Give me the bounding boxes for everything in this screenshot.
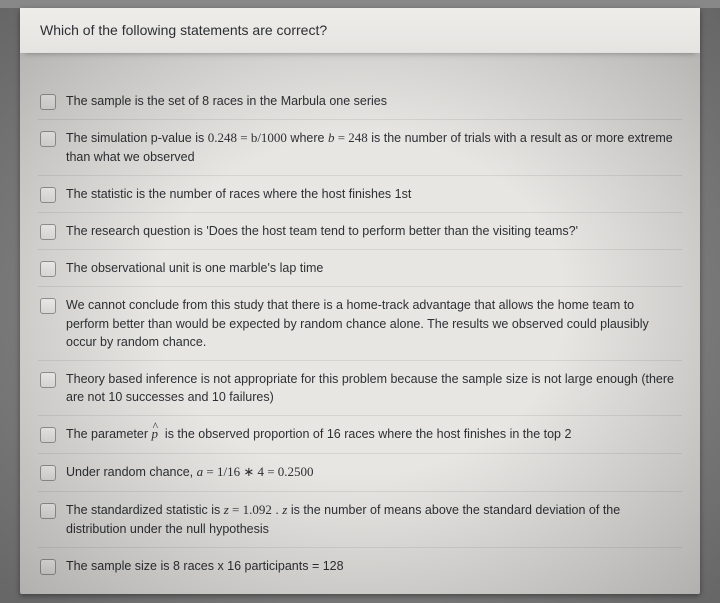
- option-row[interactable]: The simulation p-value is 0.248 = b/1000…: [38, 119, 682, 175]
- checkbox-icon[interactable]: [40, 298, 56, 314]
- option-row[interactable]: The sample size is 8 races x 16 particip…: [38, 547, 682, 584]
- option-label: The observational unit is one marble's l…: [66, 259, 678, 277]
- option-label: The simulation p-value is 0.248 = b/1000…: [66, 129, 678, 166]
- option-label: The sample is the set of 8 races in the …: [66, 92, 678, 110]
- options-list: The sample is the set of 8 races in the …: [20, 83, 700, 594]
- checkbox-icon[interactable]: [40, 94, 56, 110]
- checkbox-icon[interactable]: [40, 224, 56, 240]
- checkbox-icon[interactable]: [40, 427, 56, 443]
- checkbox-icon[interactable]: [40, 372, 56, 388]
- option-row[interactable]: We cannot conclude from this study that …: [38, 286, 682, 359]
- option-row[interactable]: The sample is the set of 8 races in the …: [38, 83, 682, 119]
- checkbox-icon[interactable]: [40, 559, 56, 575]
- option-row[interactable]: The parameter p is the observed proporti…: [38, 415, 682, 453]
- checkbox-icon[interactable]: [40, 465, 56, 481]
- option-row[interactable]: The research question is 'Does the host …: [38, 212, 682, 249]
- option-label: Under random chance, a = 1/16 ∗ 4 = 0.25…: [66, 463, 678, 482]
- question-prompt: Which of the following statements are co…: [20, 8, 700, 53]
- option-row[interactable]: The statistic is the number of races whe…: [38, 175, 682, 212]
- option-label: We cannot conclude from this study that …: [66, 296, 678, 350]
- option-row[interactable]: Theory based inference is not appropriat…: [38, 360, 682, 415]
- option-label: The research question is 'Does the host …: [66, 222, 678, 240]
- checkbox-icon[interactable]: [40, 261, 56, 277]
- question-card: Which of the following statements are co…: [20, 8, 700, 594]
- option-row[interactable]: The observational unit is one marble's l…: [38, 249, 682, 286]
- checkbox-icon[interactable]: [40, 187, 56, 203]
- header-gap: [20, 53, 700, 83]
- option-label: Theory based inference is not appropriat…: [66, 370, 678, 406]
- option-label: The parameter p is the observed proporti…: [66, 425, 678, 444]
- option-row[interactable]: Under random chance, a = 1/16 ∗ 4 = 0.25…: [38, 453, 682, 491]
- option-label: The statistic is the number of races whe…: [66, 185, 678, 203]
- option-row[interactable]: The standardized statistic is z = 1.092 …: [38, 491, 682, 547]
- option-label: The sample size is 8 races x 16 particip…: [66, 557, 678, 575]
- checkbox-icon[interactable]: [40, 131, 56, 147]
- checkbox-icon[interactable]: [40, 503, 56, 519]
- option-label: The standardized statistic is z = 1.092 …: [66, 501, 678, 538]
